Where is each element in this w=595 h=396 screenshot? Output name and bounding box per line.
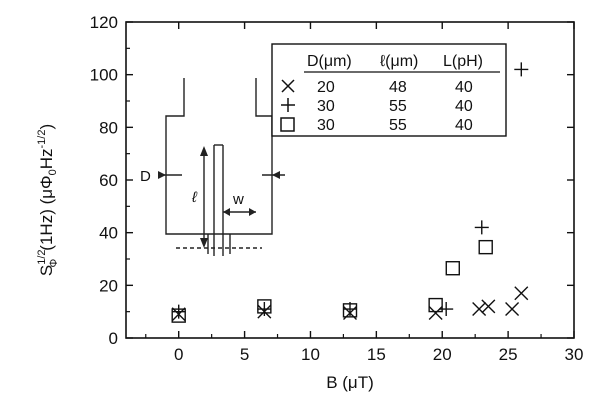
square-marker — [478, 239, 493, 255]
plus-marker — [257, 302, 272, 317]
square-marker — [342, 303, 358, 318]
inset-label-l: ℓ — [191, 189, 198, 206]
plus-marker — [171, 304, 186, 319]
x-tick-label: 5 — [240, 345, 249, 364]
tick-labels: 0 5 10 15 20 25 30 0 20 40 60 80 100 120 — [90, 13, 584, 364]
legend-row-3-d: 30 — [317, 117, 335, 134]
legend-box — [271, 43, 507, 137]
svg-text:S1/2Φ(1Hz) (μΦ0Hz-1/2): S1/2Φ(1Hz) (μΦ0Hz-1/2) — [36, 124, 60, 276]
legend-row-2-l: 55 — [389, 98, 407, 115]
plus-marker — [514, 62, 529, 77]
legend-row-1: 20 48 40 — [281, 79, 473, 96]
x-tick-label: 30 — [565, 345, 584, 364]
square-marker — [445, 261, 460, 276]
legend-row-3: 30 55 40 — [280, 117, 473, 134]
square-marker — [171, 308, 186, 323]
plus-marker — [439, 302, 454, 317]
y-axis-title: S1/2Φ(1Hz) (μΦ0Hz-1/2) — [36, 124, 60, 276]
x-tick-label: 15 — [367, 345, 386, 364]
legend-marker-square — [280, 117, 295, 132]
y-tick-label: 0 — [109, 329, 118, 348]
y-tick-label: 20 — [99, 276, 118, 295]
data-points — [171, 62, 529, 323]
x-axis-title: B (μT) — [326, 373, 374, 392]
y-tick-label: 100 — [90, 66, 118, 85]
cross-marker — [514, 286, 529, 301]
legend: D(μm) ℓ(μm) L(pH) 20 48 40 30 55 40 30 5… — [271, 43, 507, 137]
y-tick-label: 120 — [90, 13, 118, 32]
x-tick-label: 20 — [433, 345, 452, 364]
square-marker — [257, 299, 272, 314]
legend-row-3-l: 55 — [389, 117, 407, 134]
x-tick-label: 10 — [301, 345, 320, 364]
y-tick-label: 40 — [99, 224, 118, 243]
axis-ticks — [126, 21, 575, 339]
y-tick-label: 80 — [99, 118, 118, 137]
legend-header-lph: L(pH) — [443, 53, 483, 70]
plus-marker — [474, 220, 489, 235]
inset-outer-loop — [165, 78, 273, 235]
legend-row-2: 30 55 40 — [281, 98, 473, 115]
inset-label-w: w — [232, 191, 244, 208]
legend-row-2-d: 30 — [317, 98, 335, 115]
legend-row-1-lph: 40 — [455, 79, 473, 96]
cross-marker — [481, 299, 496, 314]
legend-row-2-lph: 40 — [455, 98, 473, 115]
cross-marker — [505, 302, 520, 317]
x-tick-label: 0 — [174, 345, 183, 364]
legend-header-d: D(μm) — [307, 53, 352, 70]
square-marker — [428, 297, 443, 313]
legend-row-1-d: 20 — [317, 79, 335, 96]
inset-label-d: D — [140, 168, 151, 185]
y-tick-label: 60 — [99, 171, 118, 190]
legend-marker-plus — [281, 98, 295, 112]
x-tick-label: 25 — [499, 345, 518, 364]
sensor-schematic-inset — [158, 78, 285, 256]
legend-header-l: ℓ(μm) — [380, 53, 418, 70]
legend-row-1-l: 48 — [389, 79, 407, 96]
legend-marker-x — [281, 79, 295, 93]
cross-marker — [472, 302, 487, 317]
legend-row-3-lph: 40 — [455, 117, 473, 134]
